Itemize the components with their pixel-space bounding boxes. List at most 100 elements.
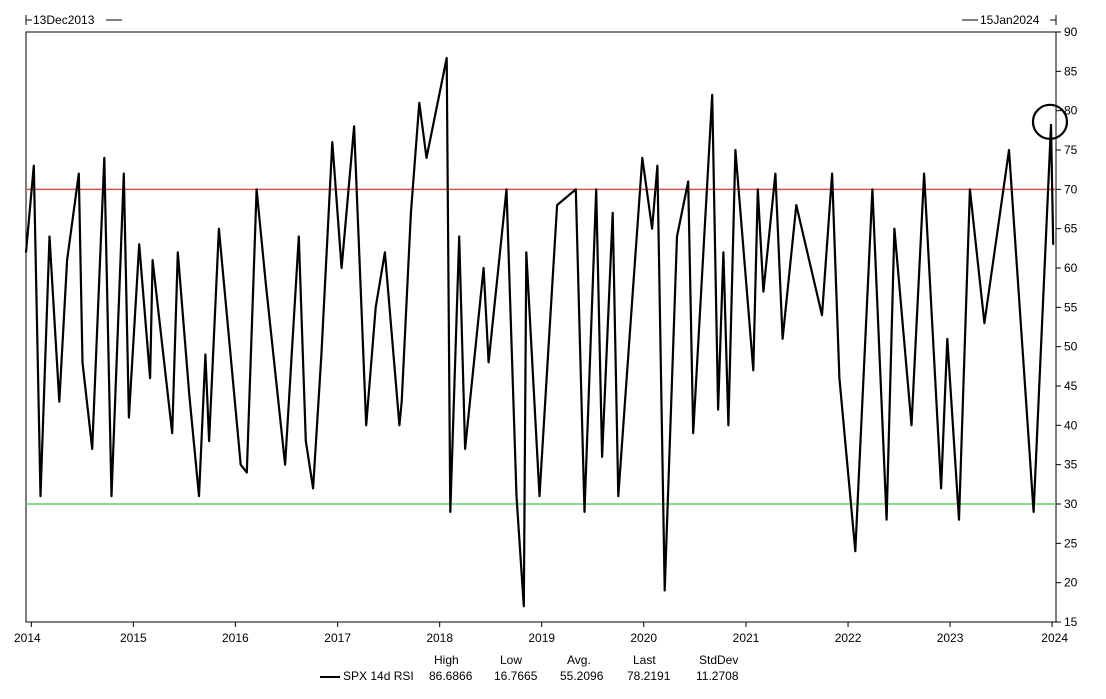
data-point	[717, 408, 719, 411]
data-point	[781, 338, 784, 340]
range-brackets	[25, 15, 1057, 678]
data-point	[331, 141, 334, 143]
y-tick-label: 40	[1064, 418, 1078, 432]
data-point	[39, 495, 42, 497]
data-point	[611, 212, 614, 214]
data-point	[727, 424, 730, 427]
annotation-group	[1031, 103, 1069, 140]
data-point	[574, 188, 577, 191]
data-point	[365, 424, 367, 427]
y-tick-label: 30	[1064, 497, 1078, 511]
data-point	[246, 471, 248, 474]
data-point	[885, 518, 888, 521]
legend-series-label: SPX 14d RSI	[343, 669, 414, 683]
data-point	[505, 188, 508, 191]
y-tick-label: 20	[1064, 576, 1078, 590]
data-point	[656, 164, 659, 167]
x-tick-label: 2023	[937, 631, 964, 645]
data-point	[1050, 124, 1052, 126]
y-tick-label: 65	[1064, 222, 1078, 236]
x-tick-label: 2014	[14, 631, 41, 645]
data-point	[128, 416, 130, 419]
data-point	[374, 306, 377, 309]
y-tick-label: 50	[1064, 340, 1078, 354]
data-point	[265, 282, 267, 285]
y-tick-label: 85	[1064, 64, 1078, 78]
data-point	[1052, 243, 1055, 246]
y-tick-label: 70	[1064, 182, 1078, 196]
data-point	[538, 495, 541, 497]
data-point	[734, 149, 737, 151]
data-point	[515, 495, 518, 497]
reference-lines	[26, 188, 1056, 505]
data-point	[831, 172, 833, 175]
data-point	[983, 322, 986, 324]
data-point	[663, 589, 666, 592]
data-point	[304, 440, 307, 442]
data-point	[123, 172, 125, 175]
series-group	[24, 56, 1055, 608]
data-point	[1032, 511, 1035, 513]
data-point	[946, 338, 949, 340]
legend-header-stddev: StdDev	[699, 653, 739, 667]
x-axis: 2014 2015 2016 2017 2018 2019 2020 2021 2022 2023…	[14, 622, 1068, 645]
data-point	[66, 259, 68, 261]
x-tick-label: 2015	[120, 631, 147, 645]
data-point	[384, 251, 386, 254]
data-point	[138, 243, 141, 246]
range-end-label: 15Jan2024	[980, 13, 1040, 27]
y-tick-label: 35	[1064, 458, 1078, 472]
data-point	[458, 235, 461, 238]
legend-header-high: High	[434, 653, 459, 667]
y-tick-label: 45	[1064, 379, 1078, 393]
y-tick-label: 75	[1064, 143, 1078, 157]
y-tick-label: 15	[1064, 615, 1078, 629]
data-point	[103, 157, 106, 159]
data-point	[774, 172, 777, 175]
data-point	[854, 550, 857, 552]
plot-area	[25, 31, 1057, 623]
x-tick-label: 2021	[733, 631, 760, 645]
y-tick-label: 90	[1064, 25, 1078, 39]
data-point	[445, 57, 448, 59]
range-start-label: 13Dec2013	[33, 13, 95, 27]
data-point	[838, 377, 841, 379]
data-point	[48, 235, 51, 238]
data-point	[398, 424, 401, 427]
x-tick-label: 2017	[324, 631, 351, 645]
data-point	[312, 487, 314, 490]
data-point	[641, 157, 644, 159]
data-point	[340, 267, 343, 269]
data-point	[418, 102, 421, 104]
data-point	[176, 251, 179, 254]
data-point	[523, 605, 525, 608]
data-point	[756, 188, 759, 191]
legend-header-low: Low	[500, 653, 523, 667]
legend-header-last: Last	[633, 653, 656, 667]
legend-value-low: 16.7665	[494, 669, 538, 683]
data-point	[711, 94, 714, 96]
y-axis: 15 20 25 30 35 40 45 50 55 60 65 70 75 80 85 90	[1056, 25, 1078, 629]
data-point	[81, 361, 84, 364]
data-point	[149, 377, 151, 379]
data-point	[752, 369, 755, 372]
y-tick-label: 55	[1064, 300, 1078, 314]
data-point	[298, 235, 300, 238]
data-point	[33, 164, 35, 167]
data-point	[482, 267, 485, 269]
data-point	[487, 361, 490, 364]
data-point	[110, 495, 113, 497]
data-point	[425, 157, 428, 159]
data-point	[821, 314, 823, 317]
y-tick-label: 80	[1064, 104, 1078, 118]
legend-header-avg: Avg.	[567, 653, 591, 667]
x-tick-label: 2016	[222, 631, 249, 645]
data-point	[198, 495, 200, 497]
data-point	[320, 353, 323, 356]
data-point	[969, 188, 971, 191]
data-point	[58, 400, 61, 403]
data-point	[171, 432, 173, 435]
data-point	[464, 448, 466, 450]
data-point	[601, 456, 603, 458]
